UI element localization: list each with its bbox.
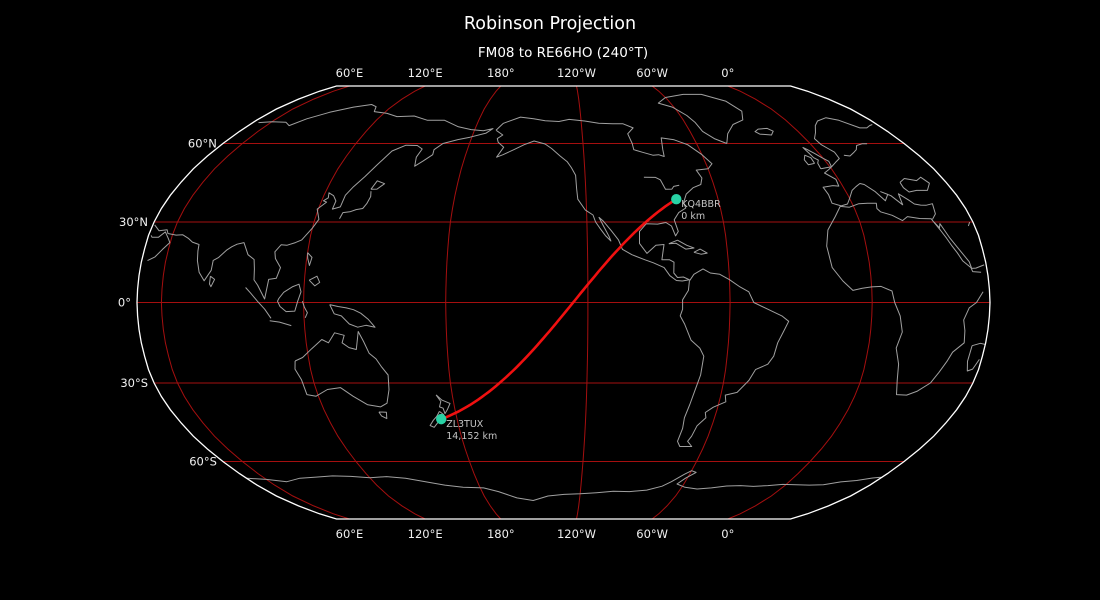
lon-tick-label-bottom: 120°E xyxy=(408,527,443,541)
lat-tick-label: 30°N xyxy=(119,215,148,229)
great-circle-path xyxy=(439,197,678,421)
lon-tick-label-top: 120°W xyxy=(557,66,596,80)
lon-tick-label-top: 120°E xyxy=(408,66,443,80)
coastline-sri-lanka xyxy=(209,275,216,288)
coastline-borneo xyxy=(277,283,302,313)
coastline-japan-hokkaido xyxy=(370,180,386,190)
coastline-luzon xyxy=(307,252,313,266)
coastline-africa xyxy=(826,202,984,396)
station-marker xyxy=(436,413,447,425)
coastline-australia xyxy=(294,331,390,408)
lat-tick-label: 0° xyxy=(118,296,131,310)
coastline-nz-north-island xyxy=(435,394,451,415)
coastline-ireland xyxy=(803,154,816,166)
coastline-madagascar xyxy=(966,342,986,372)
coastline-baltic xyxy=(843,143,868,157)
coastline-java xyxy=(269,320,292,327)
lon-tick-label-top: 0° xyxy=(721,66,734,80)
station-distance-label: 0 km xyxy=(681,211,705,222)
lon-tick-label-top: 60°E xyxy=(336,66,364,80)
meridian-line xyxy=(651,85,731,520)
tick-labels-layer: 60°E 60°E 120°E 120°E 180° 180° 120°W 120°W 60°W… xyxy=(118,66,734,541)
graticule-layer xyxy=(137,85,990,520)
coastline-tasmania xyxy=(378,411,388,420)
coastline-iceland xyxy=(754,127,774,136)
coastline-mindanao xyxy=(308,275,321,287)
coastline-great-lakes xyxy=(643,176,680,190)
coastline-sulawesi xyxy=(301,301,308,318)
lon-tick-label-bottom: 60°W xyxy=(636,527,668,541)
station-distance-label: 14,152 km xyxy=(446,431,497,442)
lat-tick-label: 60°S xyxy=(189,455,217,469)
coastline-japan-honshu xyxy=(339,191,372,219)
coastline-greenland xyxy=(657,93,744,144)
coastline-north-america xyxy=(495,116,713,282)
station-callsign-label: KQ4BBR xyxy=(681,199,721,210)
map-subtitle: FM08 to RE66HO (240°T) xyxy=(478,45,648,61)
meridian-line xyxy=(576,85,589,520)
lon-tick-label-bottom: 60°E xyxy=(336,527,364,541)
coastline-britain xyxy=(802,147,832,170)
meridian-line xyxy=(160,85,350,520)
lat-tick-label: 60°N xyxy=(188,136,217,150)
coastline-black-sea xyxy=(899,176,930,193)
coastline-hispaniola xyxy=(693,248,708,255)
meridian-line xyxy=(445,85,502,520)
lon-tick-label-top: 180° xyxy=(487,66,515,80)
coastline-sumatra xyxy=(245,287,272,319)
lat-tick-label: 30°S xyxy=(120,376,148,390)
coastline-south-america xyxy=(677,268,790,447)
station-marker xyxy=(671,193,682,205)
map-boundary-layer xyxy=(136,85,991,520)
map-outline xyxy=(136,85,991,520)
lon-tick-label-bottom: 120°W xyxy=(557,527,596,541)
lon-tick-label-bottom: 180° xyxy=(487,527,515,541)
meridian-line xyxy=(727,85,873,520)
coastline-new-guinea xyxy=(329,304,376,328)
map-title: Robinson Projection xyxy=(464,14,636,34)
coastline-layer xyxy=(147,93,986,501)
coastline-cuba xyxy=(668,239,695,250)
lon-tick-label-top: 60°W xyxy=(636,66,668,80)
coastline-antarctica xyxy=(246,470,881,501)
lon-tick-label-bottom: 0° xyxy=(721,527,734,541)
coastline-eurasia xyxy=(147,104,985,300)
geodesic-layer xyxy=(439,197,678,421)
meridian-line xyxy=(303,85,426,520)
station-callsign-label: ZL3TUX xyxy=(446,419,484,430)
